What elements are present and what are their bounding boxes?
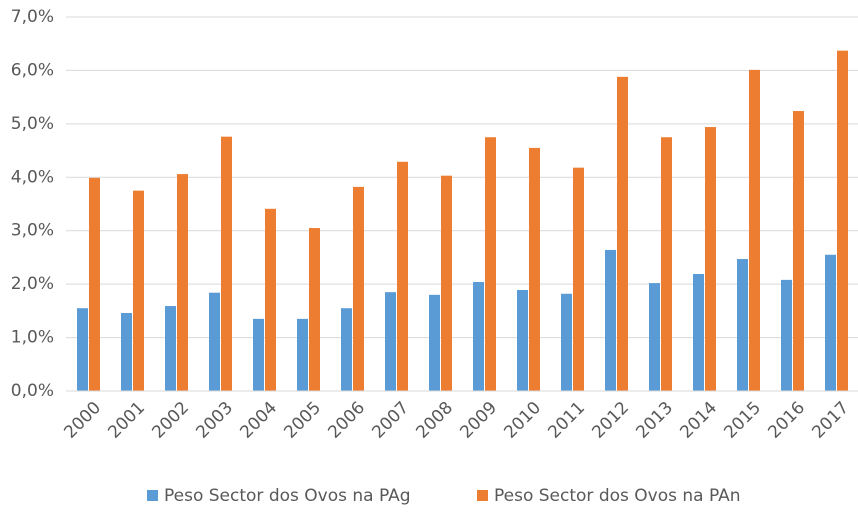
bar [177, 174, 188, 391]
y-tick-label: 0,0% [11, 381, 54, 401]
bar [165, 306, 176, 391]
legend-swatch [477, 490, 488, 501]
x-tick-label: 2014 [676, 398, 721, 443]
bar [297, 318, 308, 391]
bar [473, 282, 484, 391]
bar [209, 292, 220, 391]
x-tick-label: 2000 [60, 398, 105, 443]
x-tick-label: 2009 [456, 398, 501, 443]
bar [429, 294, 440, 391]
x-tick-label: 2004 [236, 398, 281, 443]
bar [221, 136, 232, 391]
bar [385, 292, 396, 391]
bar [517, 290, 528, 391]
bar [605, 249, 616, 391]
y-tick-label: 4,0% [11, 167, 54, 187]
x-tick-label: 2017 [808, 398, 853, 443]
bar [89, 177, 100, 391]
x-tick-label: 2015 [720, 398, 765, 443]
bar [837, 50, 848, 391]
bar [265, 208, 276, 391]
y-tick-label: 3,0% [11, 221, 54, 241]
x-tick-label: 2010 [500, 398, 545, 443]
bar [693, 273, 704, 391]
bar [529, 147, 540, 391]
bar [649, 283, 660, 391]
bar [573, 167, 584, 391]
x-tick-label: 2013 [632, 398, 677, 443]
bar [353, 186, 364, 391]
bar [749, 69, 760, 391]
x-tick-label: 2001 [104, 398, 149, 443]
bar [737, 259, 748, 391]
legend-label: Peso Sector dos Ovos na PAg [164, 486, 411, 506]
x-tick-label: 2011 [544, 398, 589, 443]
bar [661, 137, 672, 391]
y-tick-label: 2,0% [11, 274, 54, 294]
x-tick-label: 2006 [324, 398, 369, 443]
x-tick-label: 2002 [148, 398, 193, 443]
bar [781, 279, 792, 391]
bar [309, 228, 320, 391]
bar [397, 161, 408, 391]
bar [253, 318, 264, 391]
bar [77, 308, 88, 391]
legend-label: Peso Sector dos Ovos na PAn [494, 486, 741, 506]
bar [485, 137, 496, 391]
y-tick-label: 6,0% [11, 60, 54, 80]
x-tick-label: 2005 [280, 398, 325, 443]
x-tick-label: 2003 [192, 398, 237, 443]
y-tick-label: 1,0% [11, 328, 54, 348]
bar [617, 76, 628, 391]
x-tick-label: 2016 [764, 398, 809, 443]
bar [793, 111, 804, 391]
y-tick-label: 5,0% [11, 114, 54, 134]
x-tick-label: 2012 [588, 398, 633, 443]
bar [825, 254, 836, 391]
bar [705, 127, 716, 391]
y-tick-label: 7,0% [11, 7, 54, 27]
bar [561, 293, 572, 391]
x-tick-label: 2008 [412, 398, 457, 443]
legend-swatch [147, 490, 158, 501]
bar [341, 308, 352, 391]
x-tick-label: 2007 [368, 398, 413, 443]
bar [133, 190, 144, 391]
bar [441, 175, 452, 391]
bar [121, 312, 132, 391]
